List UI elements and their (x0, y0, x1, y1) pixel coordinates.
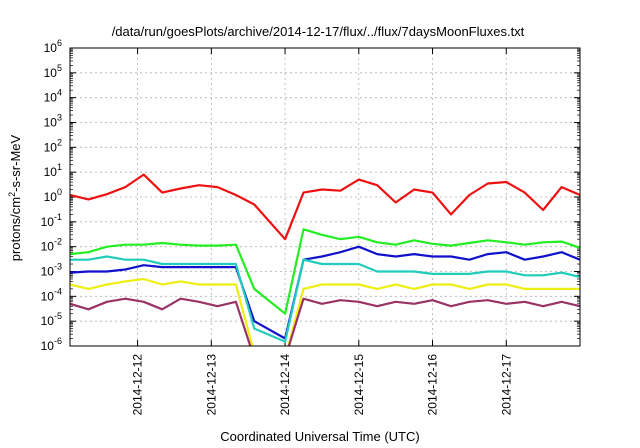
x-tick-label: 2014-12-15 (352, 354, 366, 416)
x-axis-label: Coordinated Universal Time (UTC) (220, 429, 419, 444)
y-tick-labels: 10-6 10-5 10-4 10-3 10-2 10-1 100 101 102 103 104 1… (41, 38, 62, 353)
series-line-2 (70, 228, 580, 315)
x-tick-label: 2014-12-13 (204, 354, 218, 416)
y-tick-label: 10-6 (41, 336, 62, 353)
y-tick-label: 104 (44, 88, 62, 105)
series-line-6 (70, 297, 580, 346)
y-tick-label: 10-1 (41, 212, 62, 229)
plot-frame (69, 47, 581, 347)
x-tick-labels: 2014-12-12 2014-12-13 2014-12-14 2014-12-15… (131, 354, 514, 416)
x-tick-label: 2014-12-17 (499, 354, 513, 416)
x-tick-label: 2014-12-16 (426, 354, 440, 416)
series-group (70, 173, 580, 346)
y-axis-label-base: protons/cm (8, 197, 23, 261)
grid (70, 47, 580, 347)
y-tick-label: 106 (44, 38, 62, 55)
y-axis-label: protons/cm2-s-sr-MeV (7, 134, 23, 261)
y-axis-label-rest: -s-sr-MeV (8, 134, 23, 191)
y-axis-label-sup: 2 (7, 192, 17, 197)
y-tick-label: 101 (44, 162, 62, 179)
y-tick-label: 100 (44, 187, 62, 204)
series-line-5 (70, 277, 580, 346)
x-tick-label: 2014-12-14 (278, 354, 292, 416)
y-tick-label: 10-2 (41, 237, 62, 254)
y-tick-label: 103 (44, 113, 62, 130)
series-line-1 (70, 173, 580, 241)
y-tick-label: 10-3 (41, 262, 62, 279)
chart-title: /data/run/goesPlots/archive/2014-12-17/f… (112, 24, 525, 39)
y-tick-label: 10-5 (41, 311, 62, 328)
x-tick-label: 2014-12-12 (131, 354, 145, 416)
y-tick-label: 105 (44, 63, 62, 80)
plot-area (70, 173, 580, 346)
y-tick-label: 10-4 (41, 286, 62, 303)
y-tick-label: 102 (44, 137, 62, 154)
series-line-3 (70, 245, 580, 340)
series-line-4 (70, 255, 580, 343)
